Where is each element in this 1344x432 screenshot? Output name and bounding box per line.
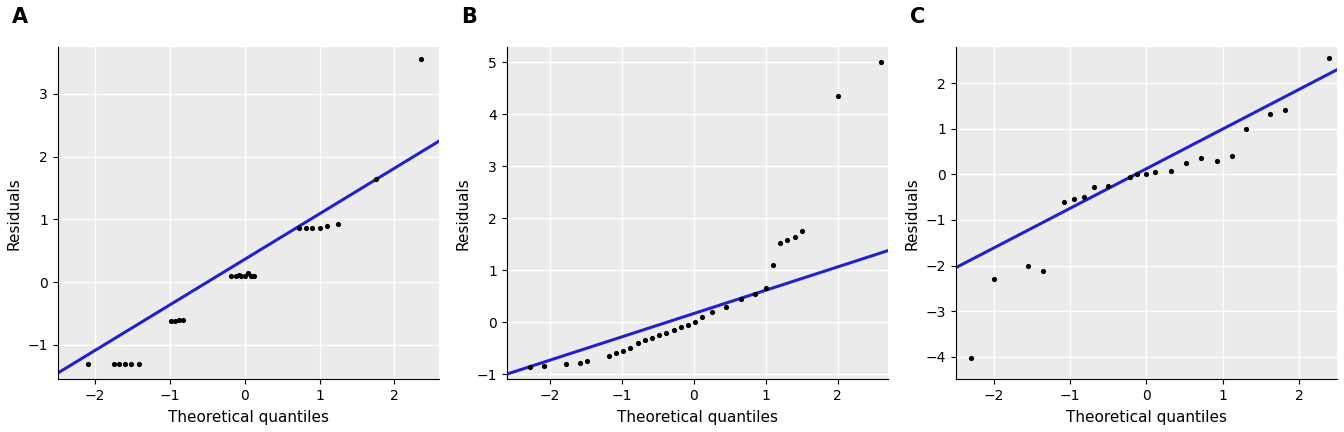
Point (745, 290, 766, 297)
Point (784, 233, 805, 240)
Point (228, 271, 250, 278)
Point (1054, 198, 1075, 205)
Point (161, 318, 183, 324)
Text: B: B (461, 7, 477, 27)
Point (109, 360, 130, 367)
Point (1083, 184, 1105, 191)
Point (1259, 111, 1281, 118)
Point (519, 364, 540, 371)
X-axis label: Theoretical quantiles: Theoretical quantiles (617, 410, 778, 425)
Point (1220, 153, 1242, 160)
Y-axis label: Residuals: Residuals (7, 177, 22, 250)
Point (220, 273, 242, 280)
Point (1032, 267, 1054, 274)
Text: C: C (910, 7, 925, 27)
Point (641, 334, 663, 341)
Point (620, 345, 641, 352)
Y-axis label: Residuals: Residuals (905, 177, 919, 250)
Point (1160, 168, 1181, 175)
Point (301, 224, 323, 231)
Point (410, 56, 431, 63)
Point (296, 224, 317, 231)
Point (555, 360, 577, 367)
Point (684, 319, 706, 326)
Point (1063, 196, 1085, 203)
Point (762, 262, 784, 269)
Point (114, 360, 136, 367)
Point (230, 273, 251, 280)
Point (1118, 173, 1140, 180)
Point (605, 350, 626, 357)
Point (960, 354, 981, 361)
Y-axis label: Residuals: Residuals (456, 177, 470, 250)
Point (570, 359, 591, 366)
Point (1126, 171, 1148, 178)
Point (1274, 106, 1296, 113)
Point (534, 363, 555, 370)
Point (1136, 170, 1157, 177)
Point (577, 358, 598, 365)
Point (172, 316, 194, 323)
Point (241, 273, 262, 280)
Point (120, 360, 141, 367)
Point (364, 175, 386, 182)
X-axis label: Theoretical quantiles: Theoretical quantiles (1066, 410, 1227, 425)
Point (634, 337, 656, 344)
Point (309, 224, 331, 231)
Point (715, 303, 737, 310)
Point (77, 360, 98, 367)
Point (649, 332, 671, 339)
X-axis label: Theoretical quantiles: Theoretical quantiles (168, 410, 329, 425)
Point (164, 318, 185, 324)
Point (288, 224, 309, 231)
Point (827, 93, 848, 100)
Point (769, 240, 790, 247)
Point (1318, 55, 1340, 62)
Point (1145, 169, 1167, 176)
Point (1073, 194, 1094, 200)
Point (1098, 182, 1120, 189)
Point (316, 222, 337, 229)
Point (234, 273, 255, 280)
Point (870, 59, 891, 66)
Point (692, 314, 714, 321)
Point (730, 295, 751, 302)
Point (702, 308, 723, 315)
Point (1191, 155, 1212, 162)
Point (1206, 157, 1227, 164)
Point (128, 360, 149, 367)
Point (1235, 125, 1257, 132)
Point (243, 273, 265, 280)
Point (1017, 263, 1039, 270)
Point (663, 327, 684, 334)
Point (613, 347, 634, 354)
Point (328, 221, 349, 228)
Point (656, 329, 677, 336)
Point (626, 340, 648, 346)
Point (1175, 159, 1196, 166)
Point (168, 316, 190, 323)
Point (755, 285, 777, 292)
Point (103, 360, 125, 367)
Point (982, 276, 1004, 283)
Point (224, 273, 246, 280)
Point (238, 269, 259, 276)
Text: A: A (12, 7, 28, 27)
Point (677, 321, 699, 328)
Point (777, 237, 798, 244)
Point (598, 353, 620, 359)
Point (671, 324, 692, 331)
Point (792, 228, 813, 235)
